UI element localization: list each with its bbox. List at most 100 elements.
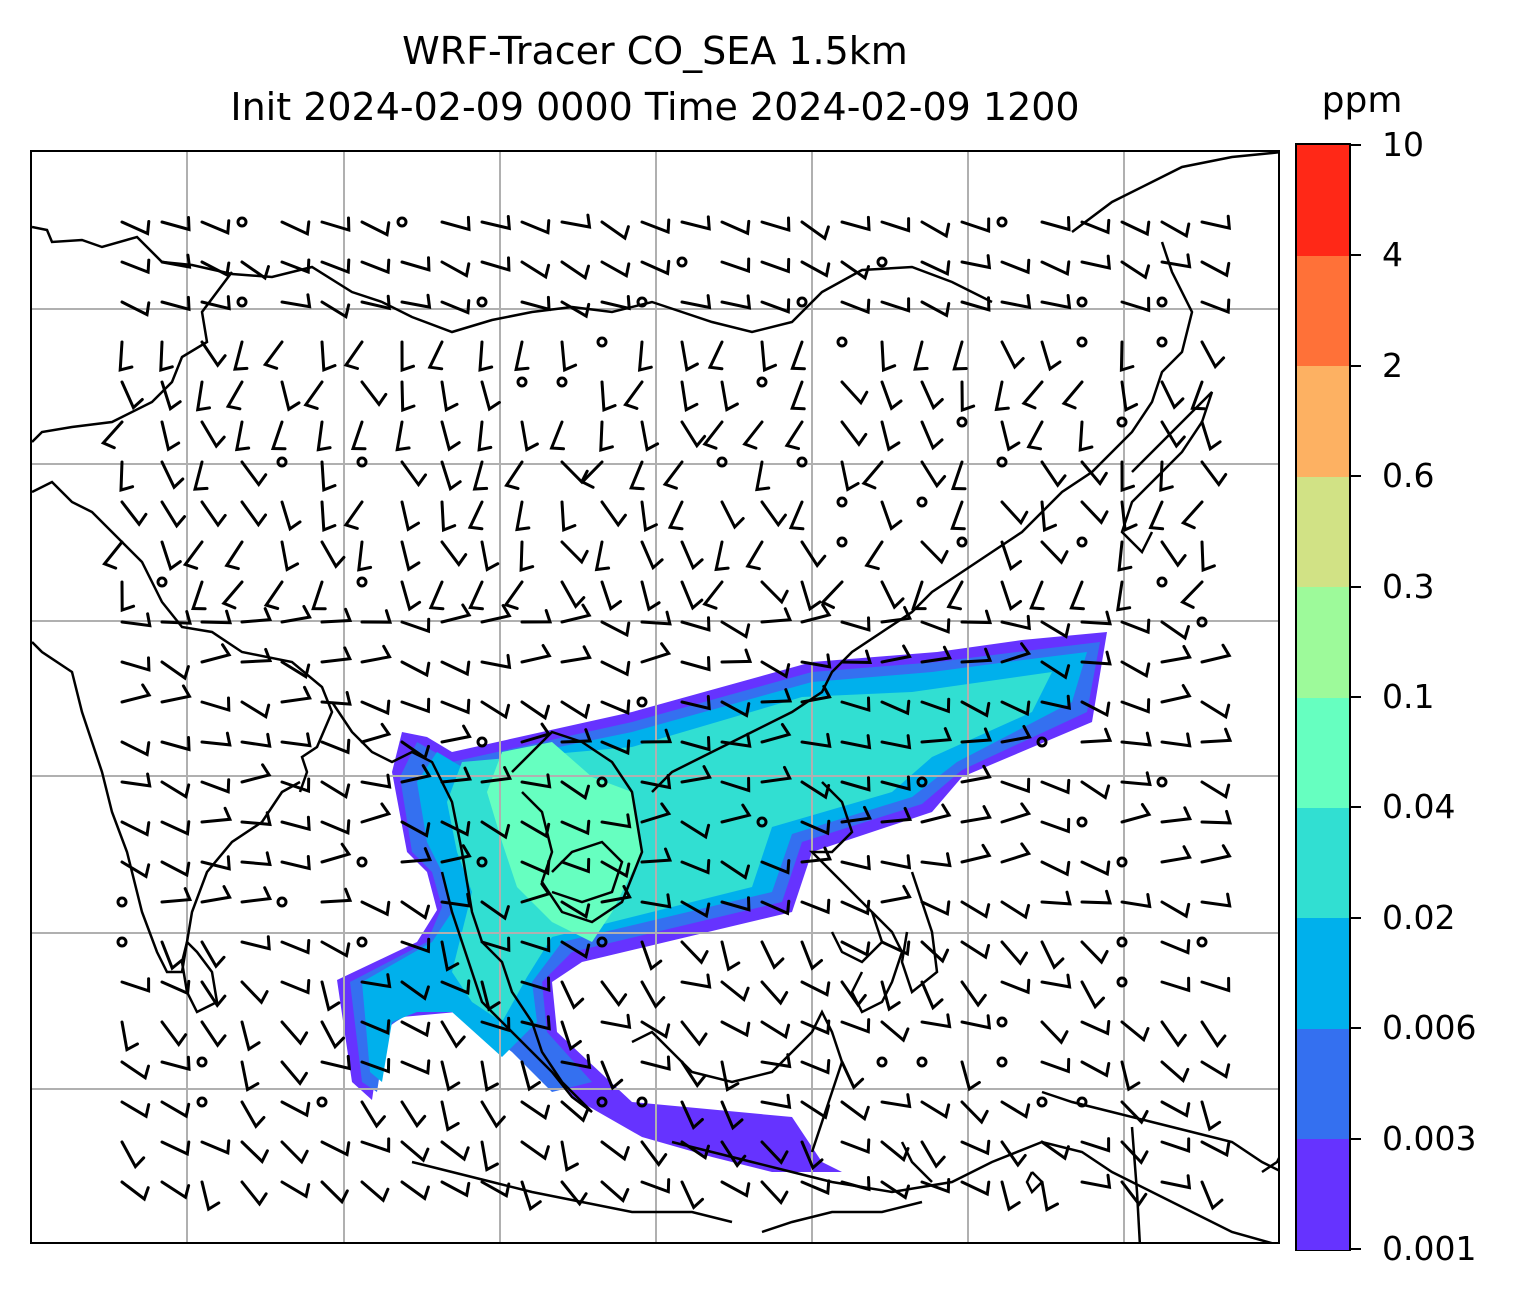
wind-barb [520,936,551,953]
calm-wind-marker [796,296,808,308]
wind-barb [1200,460,1228,487]
wind-barb [1160,1137,1191,1153]
wind-barb [640,980,666,1009]
wind-barb [920,460,947,489]
wind-barb [946,580,964,611]
wind-barb [760,298,791,314]
wind-barb [120,772,152,788]
calm-wind-marker [1076,1096,1088,1108]
wind-barb [920,380,944,411]
wind-barb [1120,1060,1141,1092]
wind-barb [920,900,951,917]
wind-barb [880,940,911,957]
colorbar-tick-label: 0.02 [1382,897,1456,937]
wind-barb [720,380,739,412]
wind-barb [745,540,764,571]
wind-barb [880,1140,910,1163]
wind-barb [1120,771,1152,787]
wind-barb [840,734,872,750]
wind-barb [1040,860,1071,877]
wind-barb [440,1180,471,1198]
calm-wind-marker [1156,336,1168,348]
wind-barb [519,540,535,573]
wind-barb [1120,296,1151,313]
map-title: WRF-Tracer CO_SEA 1.5km [402,29,908,73]
wind-barb [960,217,991,233]
wind-barb [720,219,751,236]
wind-barb [472,460,489,491]
wind-barb [440,820,471,837]
wind-barb [1200,809,1233,825]
wind-barb [480,1140,499,1172]
colorbar-tick-mark [1351,254,1361,257]
wind-barb [1200,643,1232,664]
wind-barb [440,500,457,533]
wind-barb [600,260,631,279]
wind-barb [920,300,951,318]
wind-barb [600,380,617,413]
colorbar-segment [1297,917,1349,1029]
wind-barb [478,340,494,372]
wind-barb [440,260,471,278]
wind-barb [1160,253,1192,269]
wind-barb [920,540,949,565]
wind-barb [360,609,393,624]
wind-barb [560,340,578,373]
wind-barb [480,1180,511,1199]
wind-barb [680,340,699,372]
wind-barb [1120,893,1152,909]
wind-barb [428,580,445,611]
calm-wind-marker [756,816,768,828]
wind-barb [360,973,392,989]
wind-barb [880,884,912,904]
wind-barb [1080,940,1109,965]
wind-barb [200,260,231,278]
calm-wind-marker [116,896,128,908]
wind-barb [820,580,844,609]
wind-barb [440,603,472,624]
wind-barb [1000,777,1031,794]
wind-barb [240,460,268,488]
wind-barb [280,1180,311,1199]
wind-barb [320,1180,349,1205]
wind-barb [720,940,741,972]
wind-barb [520,295,551,312]
wind-barb [240,1100,266,1129]
wind-barb [600,699,631,715]
wind-barb [707,340,724,371]
wind-barb [400,980,430,1001]
wind-barb [880,734,912,750]
wind-barb [560,540,589,565]
wind-barb [800,580,822,612]
wind-barb [1160,420,1186,449]
wind-barb [840,460,860,492]
wind-barb [160,887,193,904]
wind-barb [720,1020,751,1038]
wind-barb [720,732,752,748]
wind-barb [520,609,553,624]
wind-barb [240,700,271,720]
wind-barb [320,540,346,569]
wind-barb [911,580,927,611]
wind-barb [280,380,301,412]
wind-barb [680,859,711,875]
wind-barb [320,460,337,493]
wind-barb [920,420,944,451]
wind-barb [280,777,311,794]
wind-barb [960,1139,991,1156]
wind-barb [160,460,185,490]
wind-barb [400,697,431,714]
colorbar-tick-mark [1351,1248,1361,1250]
wind-barb [640,847,673,864]
wind-barb [760,1093,792,1109]
wind-barb [1040,1020,1069,1045]
wind-barb [640,1140,668,1167]
calm-wind-marker [1036,736,1048,748]
wind-barb [200,696,231,713]
wind-barb [720,776,751,793]
wind-barb [440,299,471,315]
wind-barb [952,340,968,371]
wind-barb [994,380,1010,412]
wind-barb [1000,642,1032,664]
colorbar-tick-label: 0.6 [1382,456,1435,496]
